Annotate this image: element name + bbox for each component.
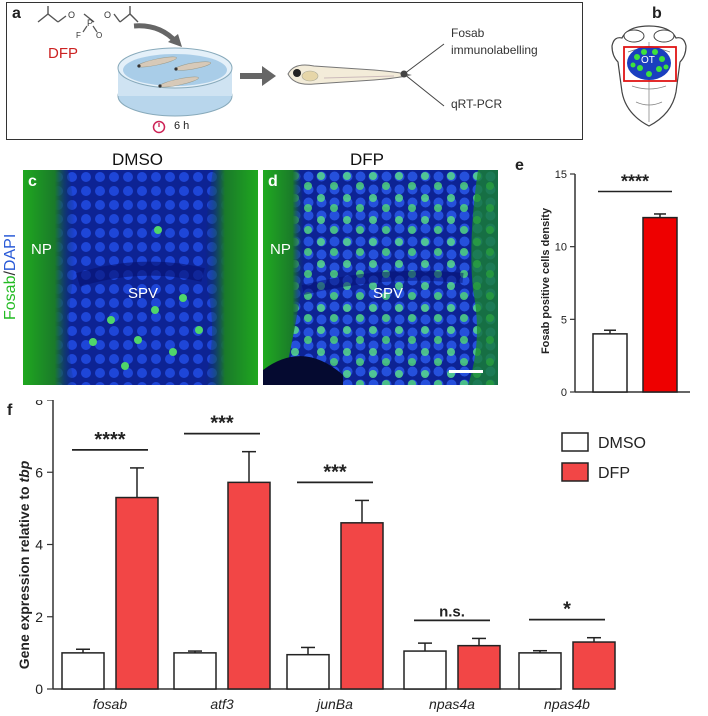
output-branch bbox=[400, 43, 445, 107]
dmso-image-title: DMSO bbox=[112, 150, 163, 169]
bar-dmso-npas4b bbox=[518, 652, 562, 690]
scale-bar bbox=[449, 370, 483, 373]
dfp-image-title: DFP bbox=[350, 150, 384, 169]
output-immunolabelling: Fosab immunolabelling bbox=[451, 26, 538, 57]
y-tick-label: 10 bbox=[555, 242, 567, 254]
atom-o3: O bbox=[96, 31, 102, 40]
atom-f: F bbox=[76, 31, 81, 40]
atom-o2: O bbox=[104, 10, 111, 20]
y-tick-label: 2 bbox=[35, 609, 43, 625]
y-tick-label: 15 bbox=[555, 169, 567, 181]
y-tick-label: 5 bbox=[561, 314, 567, 326]
y-tick-label: 0 bbox=[35, 681, 43, 697]
bar-dfp bbox=[642, 216, 678, 393]
panel-letter-e: e bbox=[515, 157, 524, 174]
bar-dmso-fosab bbox=[61, 652, 105, 690]
compound-label: DFP bbox=[48, 45, 78, 62]
y-tick-label: 6 bbox=[35, 464, 43, 480]
stain-label: Fosab/DAPI bbox=[2, 234, 20, 320]
panel-letter-c: c bbox=[28, 173, 37, 190]
arrow-right-icon bbox=[240, 66, 276, 86]
larva-icon bbox=[287, 64, 412, 85]
curved-arrow-icon bbox=[133, 23, 182, 47]
legend: DMSO DFP bbox=[561, 432, 646, 482]
spv-label: SPV bbox=[373, 285, 404, 302]
petri-dish bbox=[117, 47, 233, 117]
panel-a-frame bbox=[6, 2, 583, 140]
significance-label: * bbox=[563, 599, 571, 621]
time-label: 6 h bbox=[174, 120, 190, 132]
ot-label: OT bbox=[641, 55, 655, 66]
x-tick-label: fosab bbox=[93, 696, 127, 712]
fosab-stain-label: Fosab bbox=[2, 275, 19, 320]
panel-letter-f: f bbox=[7, 402, 13, 419]
panel-letter-a: a bbox=[12, 5, 21, 22]
significance-label: *** bbox=[210, 413, 234, 435]
legend-label-dmso: DMSO bbox=[598, 435, 646, 452]
dapi-stain-label: DAPI bbox=[2, 233, 19, 272]
x-tick-label: npas4a bbox=[429, 696, 475, 712]
chart-e-ylabel: Fosab positive cells density bbox=[540, 207, 552, 354]
y-tick-label: 0 bbox=[561, 387, 567, 399]
legend-label-dfp: DFP bbox=[598, 465, 630, 482]
spv-label: SPV bbox=[128, 285, 159, 302]
significance-label: n.s. bbox=[439, 603, 465, 620]
y-tick-label: 8 bbox=[35, 400, 43, 408]
bar-dfp-fosab bbox=[115, 496, 159, 690]
significance-label: **** bbox=[94, 429, 125, 451]
x-tick-label: npas4b bbox=[544, 696, 590, 712]
y-tick-label: 4 bbox=[35, 537, 43, 553]
bar-dfp-npas4a bbox=[457, 644, 501, 690]
np-label: NP bbox=[31, 241, 52, 258]
x-tick-label: junBa bbox=[315, 696, 353, 712]
chart-f-ylabel: Gene expression relative to tbp bbox=[16, 460, 32, 669]
fosab-cells bbox=[89, 226, 203, 370]
legend-swatch-dfp bbox=[561, 462, 589, 482]
chart-e: Fosab positive cells density 0 5 10 15 DMSO D… bbox=[540, 169, 690, 400]
significance-label: *** bbox=[323, 461, 347, 483]
output-qrtpcr: qRT-PCR bbox=[451, 97, 503, 111]
chart-f-ylabel-gene: tbp bbox=[16, 460, 32, 482]
bar-dmso-atf3 bbox=[173, 652, 217, 690]
bar-dmso-junba bbox=[286, 653, 330, 690]
x-tick-label: atf3 bbox=[210, 696, 234, 712]
bar-dmso bbox=[592, 333, 628, 393]
brain-diagram bbox=[611, 25, 687, 127]
chart-f-ylabel-main: Gene expression relative to bbox=[16, 486, 32, 669]
bar-dfp-npas4b bbox=[572, 641, 616, 690]
stain-slash: / bbox=[2, 271, 19, 276]
bar-dfp-junba bbox=[340, 522, 384, 690]
dmso-micrograph: c NP SPV bbox=[23, 170, 258, 385]
clock-icon bbox=[152, 120, 166, 134]
panel-letter-d: d bbox=[268, 173, 278, 190]
bar-dmso-npas4a bbox=[403, 650, 447, 690]
dfp-micrograph: d NP SPV bbox=[263, 170, 498, 385]
np-label: NP bbox=[270, 241, 291, 258]
legend-swatch-dmso bbox=[561, 432, 589, 452]
bar-dfp-atf3 bbox=[227, 481, 271, 690]
panel-letter-b: b bbox=[652, 5, 662, 22]
atom-p: P bbox=[87, 18, 93, 28]
chart-f: Gene expression relative to tbp 0 2 4 6 8 fos… bbox=[16, 400, 646, 712]
significance-label: **** bbox=[621, 171, 649, 191]
x-tick-label: DMSO bbox=[592, 399, 628, 400]
dfp-molecule: O P O F O bbox=[37, 6, 139, 40]
x-tick-label: DFP bbox=[648, 399, 672, 400]
atom-o1: O bbox=[68, 10, 75, 20]
